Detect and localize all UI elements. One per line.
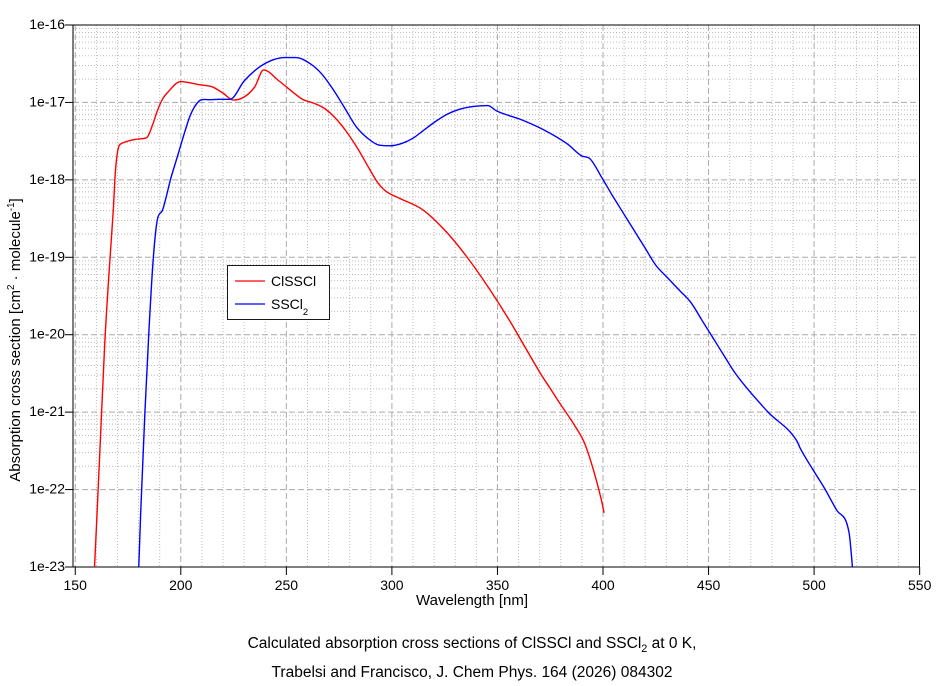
svg-text:1e-21: 1e-21 (29, 403, 65, 419)
svg-text:150: 150 (64, 577, 88, 593)
svg-text:1e-18: 1e-18 (29, 171, 65, 187)
svg-text:550: 550 (908, 577, 932, 593)
svg-text:500: 500 (802, 577, 826, 593)
svg-text:200: 200 (169, 577, 193, 593)
svg-text:1e-23: 1e-23 (29, 558, 65, 574)
svg-text:300: 300 (380, 577, 404, 593)
svg-text:1e-17: 1e-17 (29, 93, 65, 109)
svg-text:250: 250 (275, 577, 299, 593)
svg-text:1e-16: 1e-16 (29, 16, 65, 32)
svg-text:1e-20: 1e-20 (29, 326, 65, 342)
svg-text:1e-19: 1e-19 (29, 248, 65, 264)
svg-text:350: 350 (486, 577, 510, 593)
svg-text:400: 400 (591, 577, 615, 593)
svg-text:1e-22: 1e-22 (29, 481, 65, 497)
svg-text:ClSSCl: ClSSCl (271, 273, 316, 289)
svg-text:450: 450 (697, 577, 721, 593)
